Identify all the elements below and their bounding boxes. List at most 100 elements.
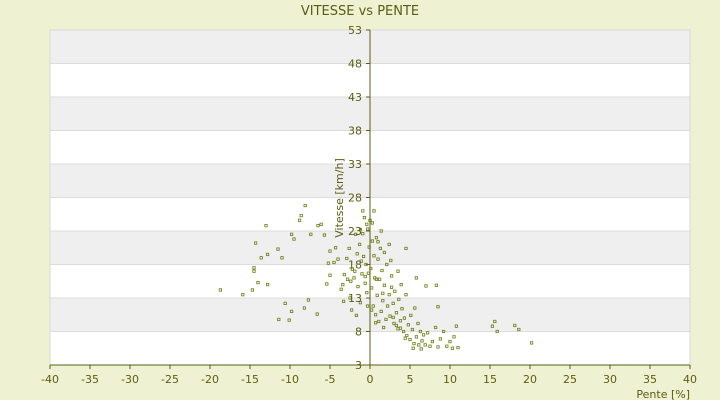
data-point: [328, 249, 332, 253]
data-point: [425, 331, 430, 335]
data-point: [306, 298, 311, 302]
data-point: [417, 343, 421, 347]
x-tick-label: 40: [683, 373, 697, 386]
data-point: [345, 256, 349, 261]
data-point: [289, 232, 294, 236]
y-tick-label: 43: [348, 91, 362, 104]
data-point: [374, 236, 379, 240]
data-point: [354, 313, 359, 318]
data-point: [369, 308, 374, 312]
data-point: [292, 237, 296, 241]
data-point: [399, 282, 403, 287]
data-point: [367, 245, 371, 249]
data-point: [303, 203, 307, 208]
data-point: [387, 293, 391, 297]
data-point: [381, 325, 386, 330]
data-point: [333, 246, 338, 250]
data-point: [411, 346, 415, 350]
data-point: [394, 323, 399, 328]
data-point: [421, 333, 426, 337]
x-tick-label: 0: [367, 373, 374, 386]
data-point: [289, 309, 294, 314]
data-point: [218, 288, 222, 292]
data-point: [387, 242, 391, 246]
data-point: [319, 222, 323, 226]
data-point: [408, 337, 412, 342]
data-point: [366, 271, 371, 275]
data-point: [276, 247, 280, 251]
data-point: [424, 284, 428, 288]
y-tick-label: 38: [348, 125, 362, 138]
x-tick-label: -40: [41, 373, 59, 386]
data-point: [252, 266, 256, 270]
data-point: [513, 323, 517, 328]
data-point: [277, 317, 281, 322]
data-point: [368, 218, 372, 222]
data-point: [264, 224, 268, 228]
y-tick-label: 53: [348, 24, 362, 37]
data-point: [355, 252, 359, 256]
data-point: [414, 276, 419, 280]
data-point: [265, 252, 270, 257]
data-point: [280, 256, 284, 260]
data-point: [436, 345, 440, 349]
y-tick-label: 3: [355, 359, 362, 372]
data-point: [385, 262, 389, 267]
data-point: [430, 339, 435, 344]
data-point: [530, 341, 534, 345]
y-tick-label: 23: [348, 225, 362, 238]
data-point: [379, 309, 383, 314]
data-point: [360, 272, 364, 276]
data-point: [361, 209, 365, 213]
data-point: [364, 262, 368, 267]
data-point: [259, 256, 263, 260]
chart-title: VITESSE vs PENTE: [301, 4, 419, 19]
data-point: [373, 313, 378, 317]
data-point: [256, 280, 260, 285]
data-point: [377, 277, 382, 281]
data-point: [517, 327, 521, 332]
data-point: [384, 317, 388, 322]
data-point: [420, 339, 424, 343]
data-point: [371, 304, 375, 308]
data-point: [365, 222, 369, 226]
data-point: [283, 301, 287, 305]
data-point: [297, 218, 302, 222]
data-point: [406, 323, 411, 327]
x-tick-label: -35: [81, 373, 99, 386]
data-point: [438, 337, 443, 341]
data-point: [362, 215, 367, 220]
data-point: [454, 324, 459, 328]
data-point: [372, 254, 376, 258]
x-tick-label: 15: [483, 373, 497, 386]
data-point: [241, 293, 245, 297]
data-point: [402, 316, 407, 320]
data-point: [336, 257, 340, 261]
data-point: [490, 324, 495, 328]
data-point: [372, 209, 376, 213]
data-point: [405, 333, 409, 338]
data-point: [352, 276, 356, 280]
data-point: [394, 311, 399, 315]
data-point: [348, 296, 352, 300]
data-point: [416, 321, 420, 326]
data-point: [445, 344, 449, 348]
data-point: [369, 286, 374, 290]
x-tick-label: -5: [325, 373, 336, 386]
data-point: [373, 321, 378, 325]
data-point: [357, 242, 362, 246]
x-tick-label: -20: [201, 373, 219, 386]
data-point: [391, 315, 395, 320]
data-point: [418, 329, 423, 334]
data-point: [356, 285, 360, 289]
data-point: [398, 319, 403, 323]
data-point: [341, 299, 346, 303]
data-point: [316, 224, 320, 228]
x-tick-label: 25: [563, 373, 577, 386]
x-tick-label: -10: [281, 373, 299, 386]
data-point: [359, 259, 363, 263]
data-point: [374, 277, 379, 281]
data-point: [397, 297, 401, 301]
